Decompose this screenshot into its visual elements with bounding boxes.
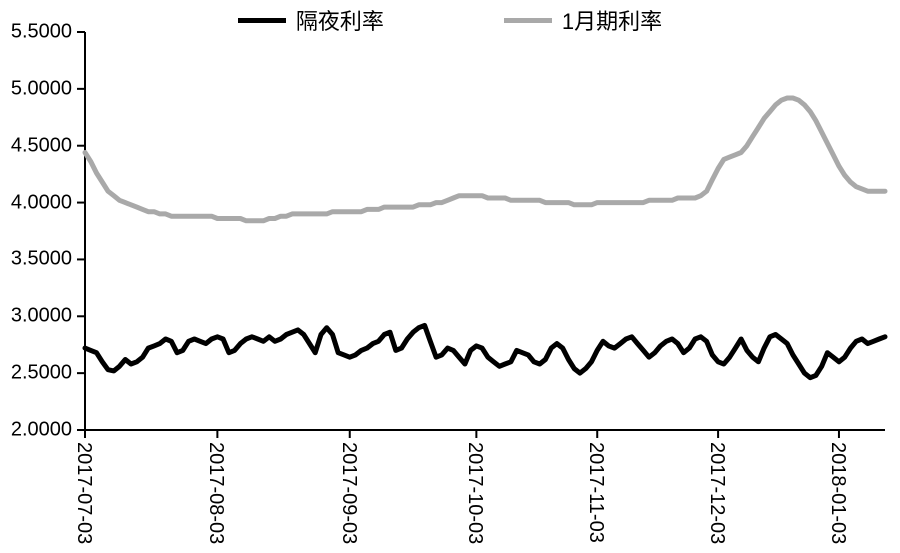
chart-container: 隔夜利率 1月期利率 2.0000 2.5000 3.0000 3.5000 4.000… — [0, 0, 900, 553]
y-tick-label: 5.5000 — [2, 21, 72, 44]
x-tick-label: 2017-09-03 — [337, 442, 360, 544]
x-tick-label: 2017-07-03 — [72, 442, 95, 544]
y-tick-label: 2.5000 — [2, 362, 72, 385]
x-tick-label: 2017-08-03 — [204, 442, 227, 544]
x-tick-label: 2017-11-03 — [584, 442, 607, 543]
legend-item-1: 隔夜利率 — [238, 4, 384, 36]
series-line — [85, 98, 885, 221]
legend-swatch-2 — [504, 18, 552, 23]
y-tick-label: 3.0000 — [2, 305, 72, 328]
series-line — [85, 325, 885, 377]
chart-svg — [0, 0, 900, 553]
y-tick-label: 4.0000 — [2, 191, 72, 214]
x-tick-label: 2017-10-03 — [463, 442, 486, 544]
legend-swatch-1 — [238, 18, 286, 23]
y-tick-label: 2.0000 — [2, 419, 72, 442]
legend-label-2: 1月期利率 — [562, 4, 662, 36]
legend: 隔夜利率 1月期利率 — [0, 4, 900, 36]
x-tick-label: 2018-01-03 — [826, 442, 849, 544]
legend-label-1: 隔夜利率 — [296, 4, 384, 36]
legend-item-2: 1月期利率 — [504, 4, 662, 36]
x-tick-label: 2017-12-03 — [705, 442, 728, 544]
y-tick-label: 3.5000 — [2, 248, 72, 271]
y-tick-label: 5.0000 — [2, 77, 72, 100]
y-tick-label: 4.5000 — [2, 134, 72, 157]
